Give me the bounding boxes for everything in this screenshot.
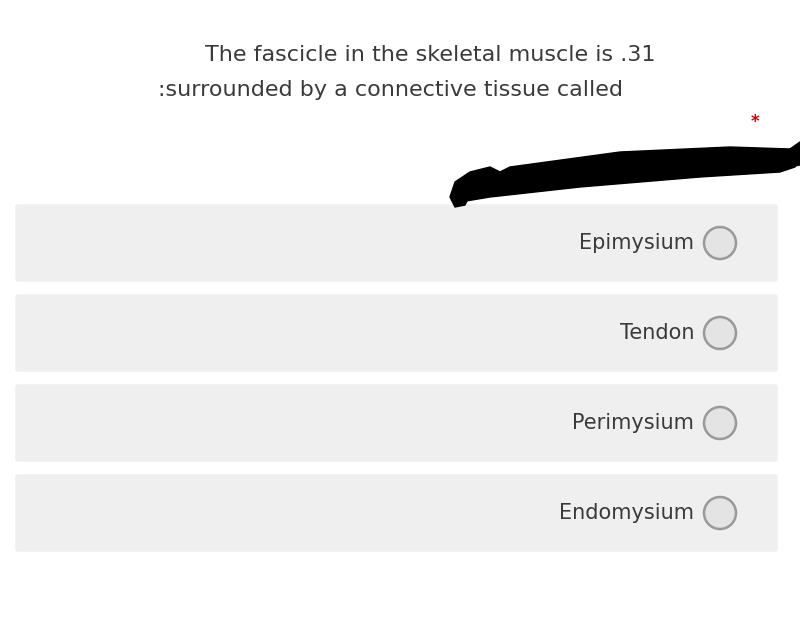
Circle shape <box>704 407 736 439</box>
Text: Tendon: Tendon <box>619 323 694 343</box>
Text: *: * <box>750 113 759 131</box>
Polygon shape <box>450 167 500 207</box>
Text: Epimysium: Epimysium <box>579 233 694 253</box>
Polygon shape <box>460 147 800 202</box>
Text: The fascicle in the skeletal muscle is .31: The fascicle in the skeletal muscle is .… <box>205 45 655 65</box>
Polygon shape <box>790 142 800 167</box>
Text: Perimysium: Perimysium <box>572 413 694 433</box>
Circle shape <box>704 317 736 349</box>
FancyBboxPatch shape <box>16 205 777 281</box>
Circle shape <box>704 497 736 529</box>
FancyBboxPatch shape <box>16 295 777 371</box>
Text: Endomysium: Endomysium <box>559 503 694 523</box>
Text: :surrounded by a connective tissue called: :surrounded by a connective tissue calle… <box>158 80 622 100</box>
Circle shape <box>704 227 736 259</box>
FancyBboxPatch shape <box>16 385 777 461</box>
FancyBboxPatch shape <box>16 475 777 551</box>
